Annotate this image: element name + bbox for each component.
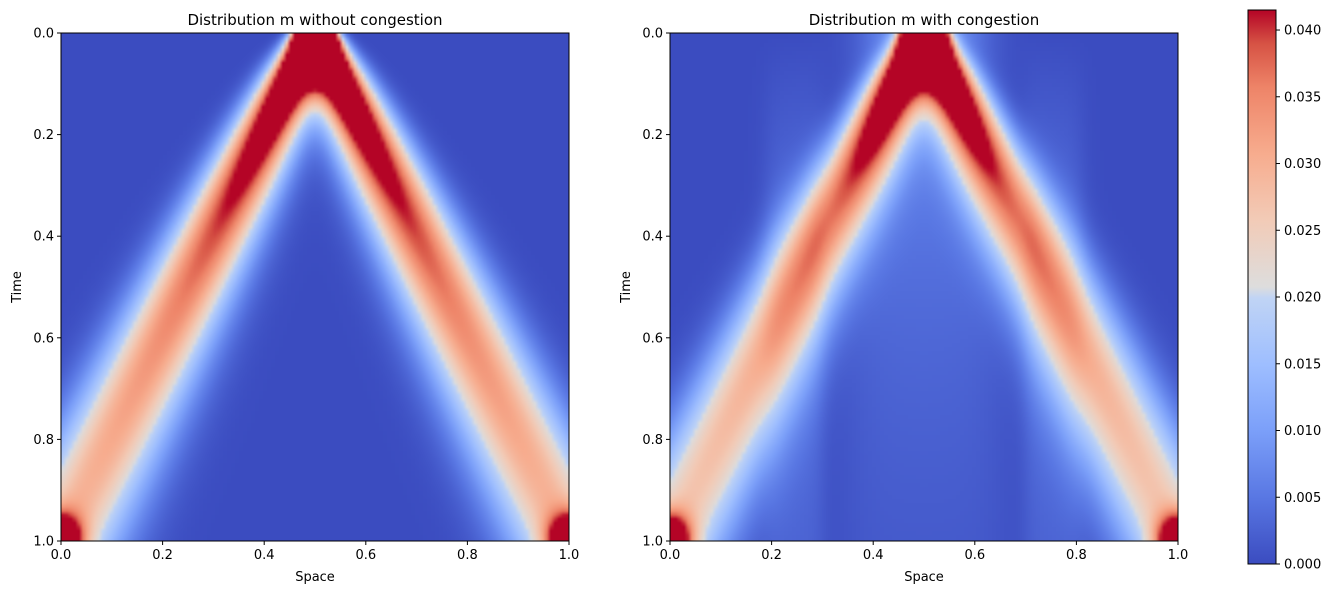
colorbar-ticks: 0.000 0.005 0.010 0.015 0.020 0.025 0.030 0.035… — [1276, 24, 1321, 573]
plot-frame — [669, 32, 1179, 542]
colorbar-tick-label: 0.010 — [1284, 424, 1321, 439]
x-tick-label: 0.4 — [863, 548, 884, 563]
y-tick-label: 0.6 — [33, 331, 54, 346]
y-tick-label: 0.2 — [642, 128, 663, 143]
x-tick-label: 0.6 — [355, 548, 376, 563]
colorbar: 0.000 0.005 0.010 0.015 0.020 0.025 0.030 0.035… — [1247, 9, 1321, 573]
colorbar-tick-label: 0.000 — [1284, 558, 1321, 573]
colorbar-gradient — [1247, 9, 1277, 565]
heatmap-raster — [670, 33, 1178, 541]
chart-title: Distribution m with congestion — [809, 11, 1039, 29]
y-tick-label: 0.8 — [642, 433, 663, 448]
y-axis-label: Time — [619, 271, 634, 304]
x-axis-ticks: 0.0 0.2 0.4 0.6 0.8 1.0 — [660, 541, 1189, 563]
y-tick-label: 1.0 — [642, 535, 663, 550]
colorbar-tick-label: 0.015 — [1284, 357, 1321, 372]
heatmap-raster — [61, 33, 569, 541]
x-tick-label: 0.2 — [761, 548, 782, 563]
colorbar-tick-label: 0.005 — [1284, 491, 1321, 506]
heatmap-panel-with-congestion: Distribution m with congestion 0.0 0.2 0.4… — [619, 11, 1188, 585]
y-tick-label: 1.0 — [33, 535, 54, 550]
x-tick-label: 0.0 — [51, 548, 72, 563]
x-tick-label: 0.8 — [457, 548, 478, 563]
x-tick-label: 0.4 — [254, 548, 275, 563]
x-axis-label: Space — [295, 570, 335, 585]
x-axis-label: Space — [904, 570, 944, 585]
colorbar-tick-label: 0.020 — [1284, 291, 1321, 306]
colorbar-tick-label: 0.035 — [1284, 90, 1321, 105]
x-tick-label: 0.2 — [152, 548, 173, 563]
chart-title: Distribution m without congestion — [187, 11, 442, 29]
y-axis-ticks: 0.0 0.2 0.4 0.6 0.8 1.0 — [642, 27, 670, 550]
colorbar-tick-label: 0.025 — [1284, 224, 1321, 239]
y-tick-label: 0.6 — [642, 331, 663, 346]
y-tick-label: 0.0 — [642, 27, 663, 42]
x-tick-label: 0.6 — [964, 548, 985, 563]
colorbar-tick-label: 0.040 — [1284, 24, 1321, 39]
x-tick-label: 0.8 — [1066, 548, 1087, 563]
x-axis-ticks: 0.0 0.2 0.4 0.6 0.8 1.0 — [51, 541, 580, 563]
y-tick-label: 0.2 — [33, 128, 54, 143]
x-tick-label: 1.0 — [559, 548, 580, 563]
x-tick-label: 1.0 — [1168, 548, 1189, 563]
heatmap-image — [670, 33, 1178, 541]
heatmap-panel-without-congestion: Distribution m without congestion 0.0 0.2… — [10, 11, 579, 585]
colorbar-tick-label: 0.030 — [1284, 157, 1321, 172]
y-tick-label: 0.4 — [642, 230, 663, 245]
y-axis-label: Time — [10, 271, 25, 304]
y-axis-ticks: 0.0 0.2 0.4 0.6 0.8 1.0 — [33, 27, 61, 550]
y-tick-label: 0.0 — [33, 27, 54, 42]
x-tick-label: 0.0 — [660, 548, 681, 563]
y-tick-label: 0.4 — [33, 230, 54, 245]
heatmap-image — [61, 33, 569, 541]
plot-frame — [60, 32, 570, 542]
y-tick-label: 0.8 — [33, 433, 54, 448]
